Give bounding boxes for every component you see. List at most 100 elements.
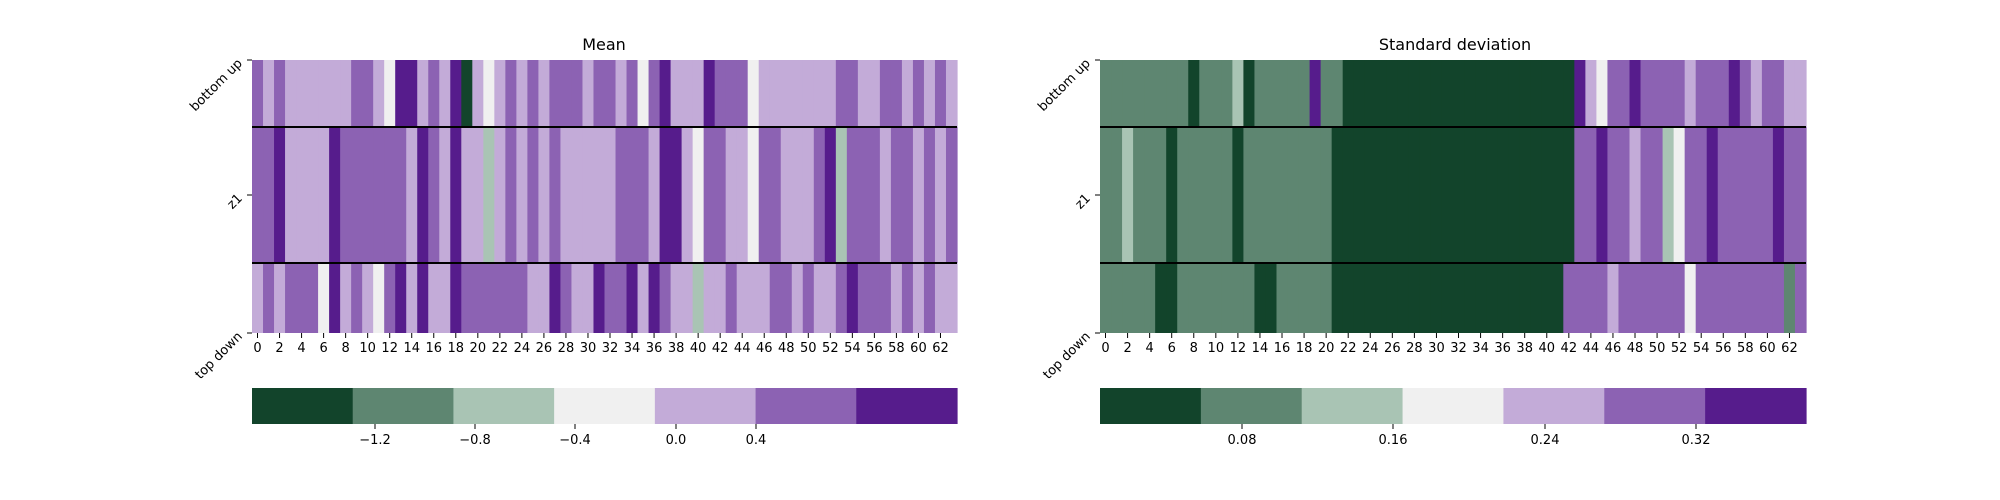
std-cell [1276,127,1289,263]
mean-cell [923,127,936,263]
mean-cell [681,263,694,333]
mean-cell [780,127,793,263]
std-cell [1552,127,1564,263]
std-cell [1144,60,1156,127]
mean-cell [505,263,517,333]
mean-cell [329,60,341,127]
mean-cell [824,263,837,333]
mean-cell [373,127,385,263]
std-cell [1464,127,1476,263]
mean-cell [626,60,639,127]
mean-x-tick-label: 40 [690,341,707,356]
mean-cell [560,127,573,263]
std-x-tick-label: 10 [1208,341,1225,356]
mean-cell [450,127,462,263]
mean-x-tick-label: 38 [668,341,685,356]
mean-cell [428,60,440,127]
std-cell [1364,127,1377,263]
mean-x-tick-label: 50 [800,341,817,356]
mean-cell [736,263,749,333]
mean-cell [802,127,815,263]
std-cell [1133,263,1145,333]
mean-cell [384,60,396,127]
mean-cell [285,263,297,333]
std-cell [1144,127,1156,263]
mean-cell [494,263,506,333]
std-colorbar-segment [1604,388,1706,424]
mean-cell [604,263,617,333]
std-cell [1783,263,1796,333]
std-cell [1397,263,1410,333]
std-x-tick-label: 48 [1627,341,1644,356]
std-cell [1541,60,1553,127]
std-cell [1243,263,1256,333]
std-cell [1706,127,1719,263]
std-cell [1210,263,1222,333]
mean-cell [824,127,837,263]
mean-cell [472,60,484,127]
mean-cell [296,60,308,127]
std-cell [1375,127,1388,263]
mean-cell [582,127,595,263]
std-cell [1353,60,1366,127]
mean-cell [351,60,363,127]
mean-cell [483,127,495,263]
mean-cell [780,60,793,127]
mean-row-label: bottom up [187,56,245,114]
std-x-tick-label: 60 [1759,341,1776,356]
std-cell [1430,263,1443,333]
mean-x-tick-label: 62 [932,341,949,356]
mean-cell [615,127,628,263]
std-x-tick-label: 22 [1340,341,1357,356]
mean-cell [758,60,771,127]
std-cell [1166,127,1178,263]
mean-x-tick-label: 26 [536,341,553,356]
std-cell [1386,60,1399,127]
std-cell [1353,127,1366,263]
mean-cell [516,127,528,263]
mean-cell [736,60,749,127]
mean-cell [868,127,881,263]
std-cell [1475,127,1487,263]
std-x-tick-label: 44 [1583,341,1600,356]
mean-x-tick-label: 30 [580,341,597,356]
std-cell [1673,263,1686,333]
mean-cell [681,127,694,263]
mean-cell [538,263,551,333]
std-x-tick-label: 56 [1715,341,1732,356]
std-cell [1596,60,1609,127]
mean-x-tick-label: 28 [558,341,575,356]
std-cell [1508,127,1520,263]
mean-cell [274,263,286,333]
std-cell [1541,127,1553,263]
std-cell [1397,60,1410,127]
mean-x-tick-label: 44 [734,341,751,356]
std-x-tick-label: 30 [1428,341,1445,356]
std-cell [1331,60,1344,127]
std-x-tick-label: 32 [1450,341,1467,356]
mean-cell [373,263,385,333]
std-cell [1519,127,1531,263]
std-cell [1342,127,1355,263]
mean-cell [692,60,705,127]
std-cell [1640,60,1653,127]
mean-cell [835,60,848,127]
mean-cell [857,127,870,263]
std-cell [1320,263,1333,333]
std-cell [1497,127,1509,263]
std-cell [1453,60,1465,127]
std-cell [1408,60,1421,127]
std-cell [1530,60,1542,127]
mean-cell [252,60,264,127]
mean-cell [285,60,297,127]
std-cell [1684,127,1697,263]
mean-cell [285,127,297,263]
mean-cell [571,60,584,127]
mean-colorbar-tick-label: 0.4 [746,433,767,448]
mean-cell [637,127,650,263]
mean-cell [483,60,495,127]
mean-cell [747,60,760,127]
mean-cell [813,60,826,127]
mean-cell [879,60,892,127]
mean-cell [384,127,396,263]
